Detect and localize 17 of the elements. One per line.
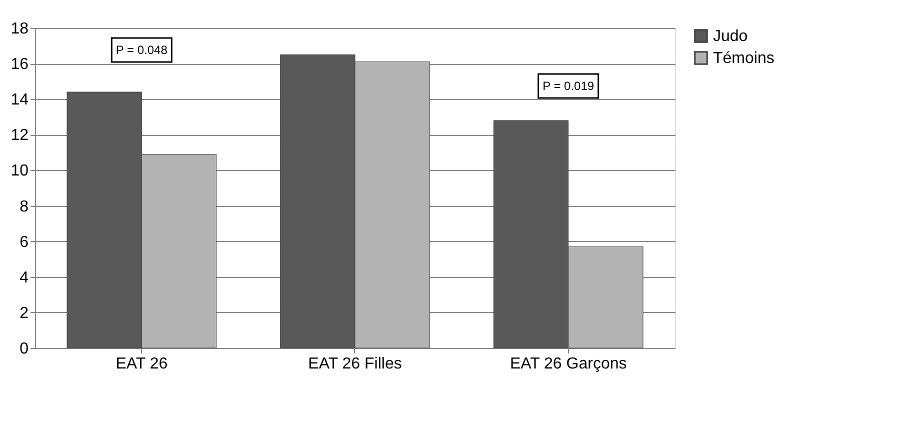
x-tick-label: EAT 26 — [116, 356, 168, 372]
legend-label: Judo — [713, 28, 748, 45]
annotation: P = 0.048 — [116, 43, 168, 57]
y-tick-label: 6 — [20, 234, 29, 251]
x-tick-label: EAT 26 Garçons — [510, 356, 627, 372]
x-tick-label: EAT 26 Filles — [308, 356, 402, 372]
y-tick-label: 0 — [20, 340, 29, 358]
legend-label: Témoins — [713, 50, 774, 67]
y-tick-label: 16 — [10, 56, 29, 74]
y-tick-label: 12 — [10, 127, 29, 144]
y-tick-label: 18 — [10, 20, 29, 38]
y-tick-label: 8 — [20, 198, 29, 216]
y-tick-label: 2 — [20, 304, 29, 322]
annotation: P = 0.019 — [542, 79, 594, 93]
y-tick-label: 4 — [20, 269, 29, 286]
y-tick-label: 10 — [10, 162, 29, 180]
y-tick-label: 14 — [10, 92, 29, 109]
